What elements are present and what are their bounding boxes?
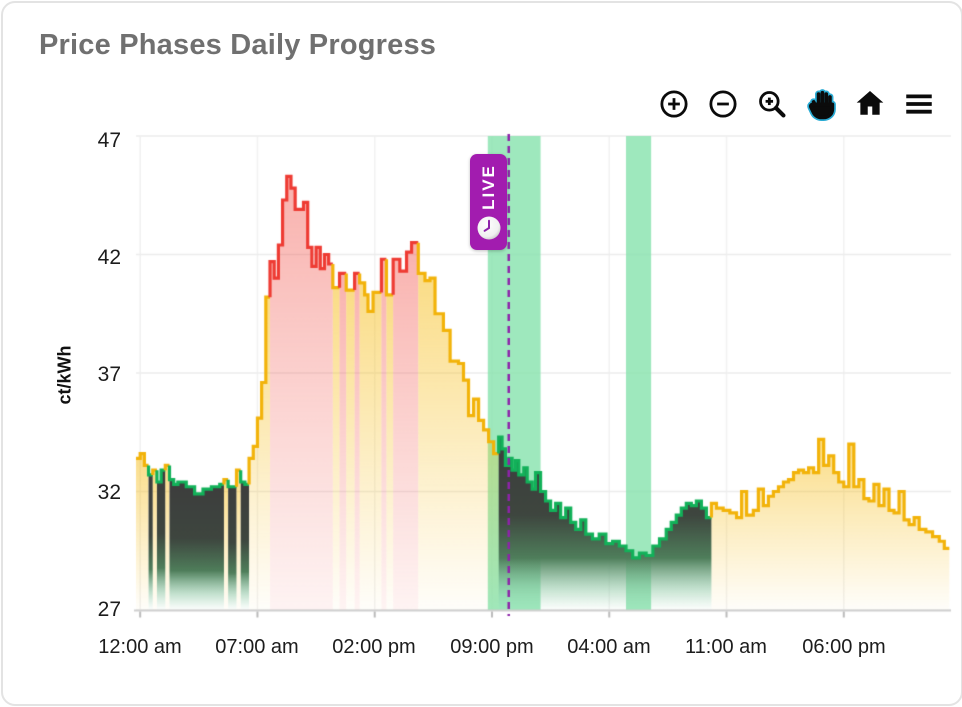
x-tick-label: 06:00 pm <box>802 636 886 658</box>
x-tick-label: 09:00 pm <box>450 636 534 658</box>
box-zoom-button[interactable] <box>752 85 792 123</box>
home-icon <box>853 87 887 121</box>
zoom-in-button[interactable] <box>654 85 694 123</box>
live-label: LIVE <box>478 164 498 210</box>
zoom-out-button[interactable] <box>703 85 743 123</box>
y-tick-label: 27 <box>97 598 121 621</box>
home-button[interactable] <box>850 85 890 123</box>
price-chart-canvas[interactable] <box>3 3 961 704</box>
y-tick-label: 32 <box>97 481 121 504</box>
pan-button[interactable] <box>801 85 841 123</box>
magnifier-plus-icon <box>756 88 788 120</box>
menu-button[interactable] <box>899 85 939 123</box>
y-tick-label: 37 <box>97 363 121 386</box>
x-tick-label: 11:00 am <box>685 636 767 658</box>
y-tick-label: 47 <box>97 129 121 152</box>
x-tick-label: 07:00 am <box>215 636 299 658</box>
x-tick-label: 02:00 pm <box>332 636 416 658</box>
pan-hand-icon <box>804 87 838 121</box>
x-tick-label: 12:00 am <box>98 636 182 658</box>
hamburger-menu-icon <box>902 87 936 121</box>
zoom-in-icon <box>658 88 690 120</box>
x-tick-label: 04:00 am <box>567 636 651 658</box>
live-badge: LIVE <box>470 154 507 250</box>
clock-icon <box>476 215 502 246</box>
zoom-out-icon <box>707 88 739 120</box>
chart-toolbar <box>654 85 939 123</box>
y-tick-label: 42 <box>97 246 121 269</box>
page-title: Price Phases Daily Progress <box>39 29 437 61</box>
